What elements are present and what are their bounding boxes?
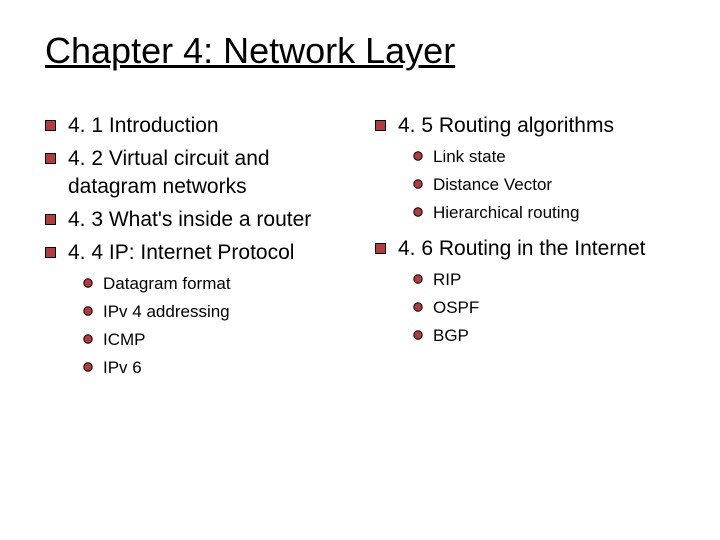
sub-item-text: BGP: [433, 324, 675, 348]
sub-item-text: Datagram format: [103, 272, 345, 296]
circle-bullet-icon: [413, 207, 423, 217]
list-item: 4. 2 Virtual circuit and datagram networ…: [45, 145, 345, 200]
sub-list-item: Hierarchical routing: [413, 201, 675, 225]
sub-list-item: RIP: [413, 268, 675, 292]
list-item: 4. 5 Routing algorithms: [375, 112, 675, 139]
circle-bullet-icon: [83, 334, 93, 344]
item-text: 4. 2 Virtual circuit and datagram networ…: [68, 145, 345, 200]
sub-list-item: Datagram format: [83, 272, 345, 296]
circle-bullet-icon: [413, 330, 423, 340]
sub-item-text: IPv 4 addressing: [103, 300, 345, 324]
square-bullet-icon: [45, 153, 56, 164]
sub-list-item: ICMP: [83, 328, 345, 352]
sub-item-text: OSPF: [433, 296, 675, 320]
list-item: 4. 1 Introduction: [45, 112, 345, 139]
right-column: 4. 5 Routing algorithms Link state Dista…: [375, 112, 675, 390]
content-columns: 4. 1 Introduction 4. 2 Virtual circuit a…: [45, 112, 675, 390]
sub-item-text: Link state: [433, 145, 675, 169]
left-column: 4. 1 Introduction 4. 2 Virtual circuit a…: [45, 112, 345, 390]
sub-item-text: RIP: [433, 268, 675, 292]
circle-bullet-icon: [413, 151, 423, 161]
page-title: Chapter 4: Network Layer: [45, 30, 675, 72]
sub-item-text: ICMP: [103, 328, 345, 352]
sub-list-item: BGP: [413, 324, 675, 348]
sub-list-item: Link state: [413, 145, 675, 169]
list-item: 4. 3 What's inside a router: [45, 206, 345, 233]
square-bullet-icon: [45, 247, 56, 258]
sub-list-item: OSPF: [413, 296, 675, 320]
circle-bullet-icon: [83, 278, 93, 288]
list-item: 4. 4 IP: Internet Protocol: [45, 239, 345, 266]
item-text: 4. 3 What's inside a router: [68, 206, 345, 233]
circle-bullet-icon: [83, 362, 93, 372]
list-item-group: 4. 5 Routing algorithms Link state Dista…: [375, 112, 675, 225]
item-text: 4. 4 IP: Internet Protocol: [68, 239, 345, 266]
sub-list-item: Distance Vector: [413, 173, 675, 197]
circle-bullet-icon: [413, 302, 423, 312]
square-bullet-icon: [375, 243, 386, 254]
square-bullet-icon: [375, 120, 386, 131]
item-text: 4. 6 Routing in the Internet: [398, 235, 675, 262]
item-text: 4. 1 Introduction: [68, 112, 345, 139]
circle-bullet-icon: [83, 306, 93, 316]
square-bullet-icon: [45, 214, 56, 225]
sub-item-text: Distance Vector: [433, 173, 675, 197]
item-text: 4. 5 Routing algorithms: [398, 112, 675, 139]
list-item-group: 4. 6 Routing in the Internet RIP OSPF BG…: [375, 235, 675, 348]
square-bullet-icon: [45, 120, 56, 131]
circle-bullet-icon: [413, 179, 423, 189]
sub-list-item: IPv 4 addressing: [83, 300, 345, 324]
sub-item-text: Hierarchical routing: [433, 201, 675, 225]
list-item: 4. 6 Routing in the Internet: [375, 235, 675, 262]
sub-item-text: IPv 6: [103, 356, 345, 380]
sub-list-item: IPv 6: [83, 356, 345, 380]
circle-bullet-icon: [413, 274, 423, 284]
list-item-group: 4. 4 IP: Internet Protocol Datagram form…: [45, 239, 345, 379]
